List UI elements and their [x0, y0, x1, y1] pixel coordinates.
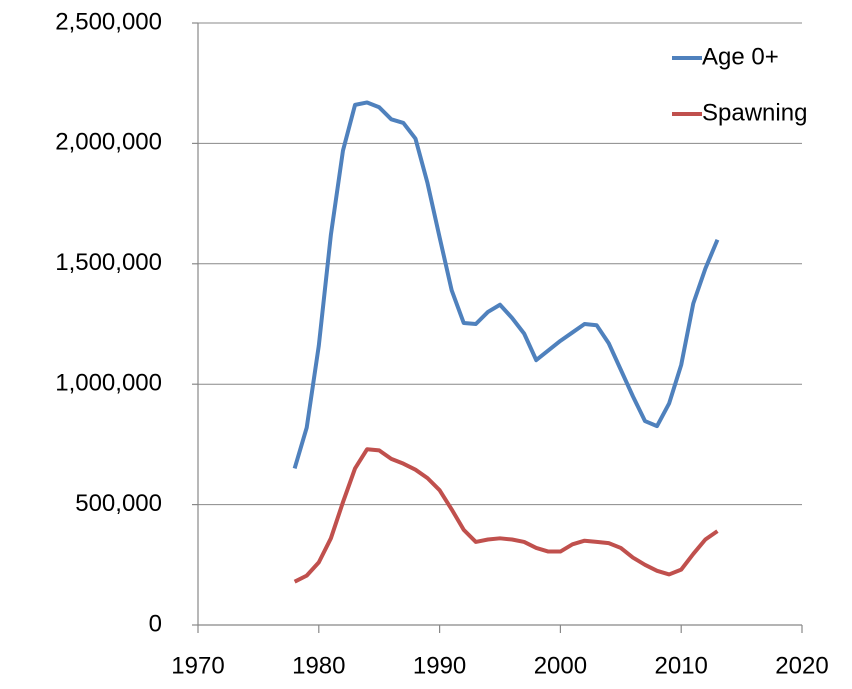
legend-label: Spawning	[702, 99, 807, 126]
y-tick-label: 2,000,000	[55, 129, 162, 156]
x-tick-label: 2010	[655, 652, 708, 679]
y-tick-label: 1,500,000	[55, 249, 162, 276]
x-tick-label: 1970	[171, 652, 224, 679]
x-tick-label: 2020	[775, 652, 828, 679]
y-tick-label: 2,500,000	[55, 8, 162, 35]
legend-label: Age 0+	[702, 43, 779, 70]
x-tick-label: 1990	[413, 652, 466, 679]
x-tick-label: 2000	[534, 652, 587, 679]
x-tick-label: 1980	[292, 652, 345, 679]
y-tick-label: 0	[149, 610, 162, 637]
data-line	[293, 447, 719, 584]
data-line	[292, 100, 720, 470]
y-tick-label: 500,000	[75, 490, 162, 517]
y-tick-label: 1,000,000	[55, 370, 162, 397]
